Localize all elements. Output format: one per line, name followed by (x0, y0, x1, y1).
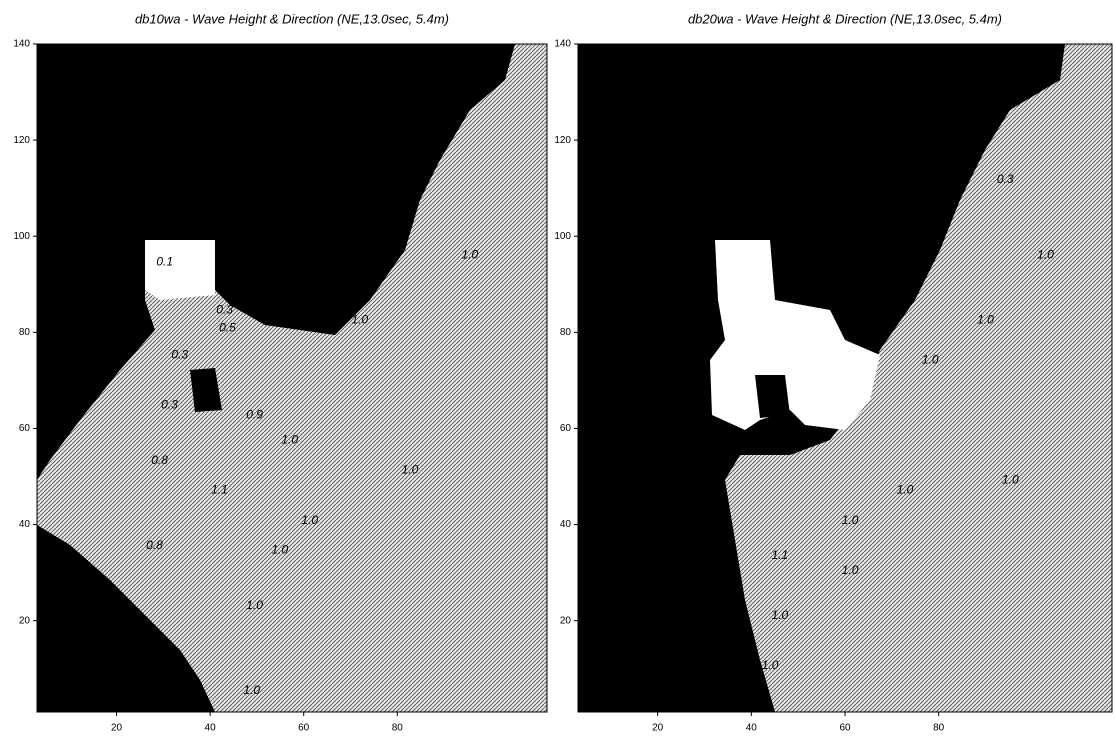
contour-label: 1.0 (246, 598, 263, 612)
contour-label: 1.0 (281, 433, 298, 447)
contour-label: 1.0 (402, 462, 419, 476)
contour-label: 1.0 (243, 683, 260, 697)
x-tick-label: 60 (298, 723, 310, 734)
contour-label: 0.3 (171, 348, 188, 362)
contour-label: 0.3 (161, 398, 178, 412)
sheltered-area (145, 240, 215, 300)
x-tick-label: 40 (205, 723, 217, 734)
y-tick-label: 140 (554, 39, 571, 50)
contour-label: 0.9 (246, 408, 263, 422)
y-tick-label: 60 (560, 423, 572, 434)
chart-title: db20wa - Wave Height & Direction (NE,13.… (688, 11, 1002, 26)
x-tick-label: 80 (392, 723, 404, 734)
contour-label: 0.6 (781, 443, 798, 457)
figure: db10wa - Wave Height & Direction (NE,13.… (0, 0, 1116, 745)
contour-label: 1.0 (842, 513, 859, 527)
page: {"chart_data": [ {"type": "contour", "ti… (0, 0, 1116, 745)
x-tick-label: 20 (652, 723, 664, 734)
contour-label: 1.0 (922, 352, 939, 366)
contour-label: 0.5 (219, 321, 236, 335)
contour-label: 1.0 (762, 658, 779, 672)
y-tick-label: 20 (19, 615, 31, 626)
contour-label: 1.0 (1037, 248, 1054, 262)
y-tick-label: 100 (554, 231, 571, 242)
y-tick-label: 120 (554, 135, 571, 146)
x-tick-label: 60 (839, 723, 851, 734)
contour-label: 1.0 (271, 543, 288, 557)
y-tick-label: 20 (560, 615, 572, 626)
y-tick-label: 120 (13, 135, 30, 146)
contour-label: 1.1 (772, 548, 789, 562)
y-tick-label: 60 (19, 423, 31, 434)
contour-label: 1.0 (897, 483, 914, 497)
contour-label: 0.3 (997, 172, 1014, 186)
x-tick-label: 40 (746, 723, 758, 734)
contour-label: 1.0 (772, 608, 789, 622)
x-tick-label: 20 (111, 723, 123, 734)
contour-label: 0.3 (216, 302, 233, 316)
y-tick-label: 80 (19, 327, 31, 338)
contour-label: 1.0 (842, 563, 859, 577)
contour-label: 0.8 (146, 538, 163, 552)
y-tick-label: 100 (13, 231, 30, 242)
x-tick-label: 80 (933, 723, 945, 734)
y-tick-label: 140 (13, 39, 30, 50)
chart-title: db10wa - Wave Height & Direction (NE,13.… (135, 11, 449, 26)
contour-label: 1.0 (977, 313, 994, 327)
contour-label: 0.1 (156, 254, 173, 268)
island (755, 375, 790, 418)
contour-label: 1.1 (211, 483, 228, 497)
contour-label: 1.0 (461, 248, 478, 262)
contour-label: 1.0 (301, 513, 318, 527)
contour-label: 0.3 (411, 132, 428, 146)
contour-label: 1.0 (352, 313, 369, 327)
y-tick-label: 40 (19, 519, 31, 530)
contour-label: 0.8 (151, 453, 168, 467)
contour-label: 1.0 (1002, 473, 1019, 487)
y-tick-label: 80 (560, 327, 572, 338)
y-tick-label: 40 (560, 519, 572, 530)
